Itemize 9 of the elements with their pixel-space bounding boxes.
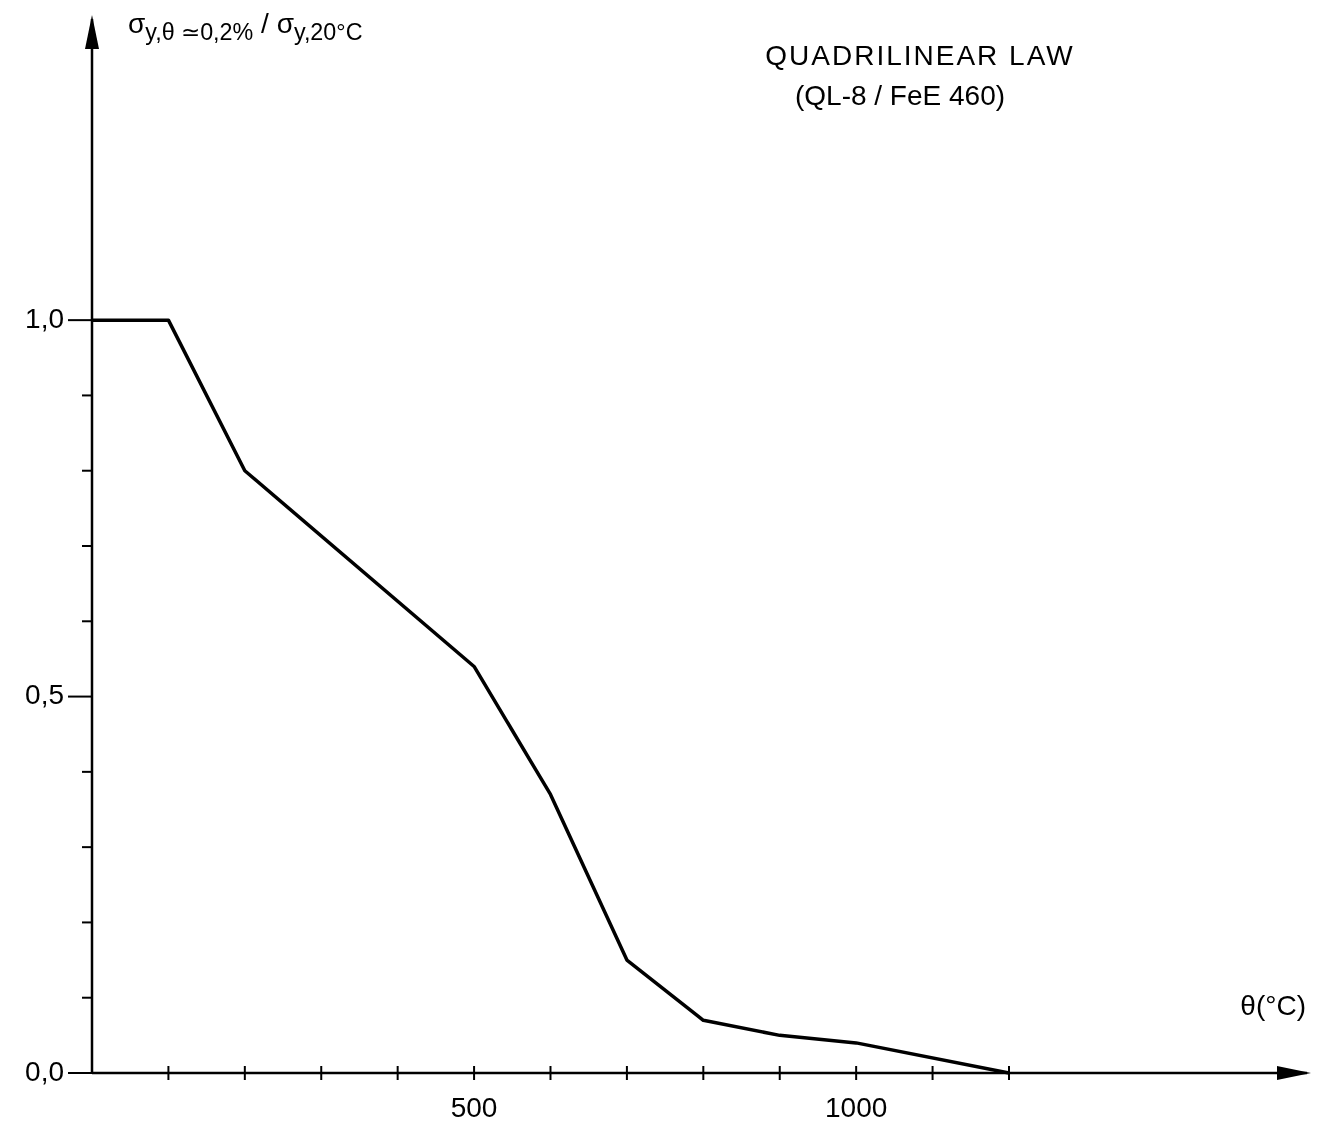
y-axis-title: σ$_{y,θ ≃0,2%}$ / σ$_{y,20°C}$ [128, 8, 363, 46]
y-tick-label: 0,5 [25, 679, 64, 711]
y-tick-label: 0,0 [25, 1055, 64, 1087]
text: QUADRILINEAR LAW [764, 40, 1076, 72]
x-tick-label: 500 [450, 1091, 498, 1123]
text: (QL-8 / FeE 460) [793, 80, 1007, 112]
x-tick-label: 1000 [825, 1091, 888, 1123]
x-axis-title: θ(°C) [1240, 990, 1306, 1022]
y-tick-label: 1,0 [25, 302, 64, 334]
